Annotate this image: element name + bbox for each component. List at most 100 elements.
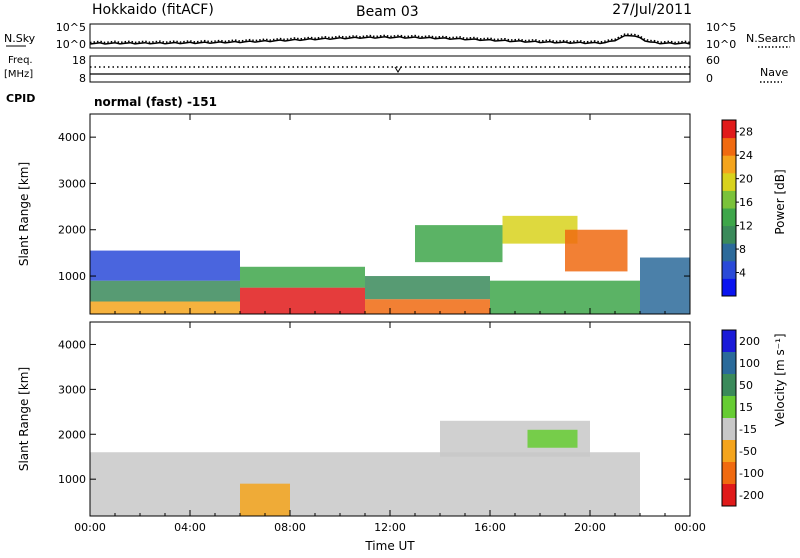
- power-colorbar-tick-label: 4: [739, 267, 746, 280]
- power-region: [415, 225, 503, 263]
- power-colorbar-segment: [722, 172, 736, 191]
- freq-label-line1: Freq.: [8, 55, 33, 66]
- velocity-region: [527, 429, 578, 448]
- power-x-axis: [89, 114, 691, 314]
- velocity-colorbar-segment: [722, 462, 736, 485]
- power-region: [240, 287, 365, 314]
- power-colorbar: 4 8 12 16 20 24 28: [721, 119, 753, 297]
- velocity-colorbar-segment: [722, 352, 736, 375]
- nave-tick-bottom: 0: [706, 72, 713, 85]
- velocity-ytick-label: 3000: [58, 383, 86, 396]
- power-region: [565, 229, 628, 272]
- velocity-cells: [90, 420, 640, 516]
- cpid-label: CPID: [6, 92, 35, 105]
- velocity-region: [240, 483, 290, 516]
- mode-text: normal (fast) -151: [94, 95, 217, 109]
- noise-tick-right-bottom: 10^0: [706, 38, 736, 51]
- power-region: [240, 266, 365, 288]
- velocity-x-axis: 00:00 04:00 08:00 12:00 16:00 20:00 00:00: [74, 322, 706, 534]
- power-colorbar-label: Power [dB]: [773, 169, 787, 234]
- velocity-colorbar-tick-label: -100: [739, 467, 764, 480]
- velocity-colorbar-tick-label: 200: [739, 335, 760, 348]
- power-region: [490, 280, 640, 314]
- power-colorbar-segment: [722, 243, 736, 262]
- power-colorbar-segment: [722, 137, 736, 156]
- noise-trace: [89, 33, 691, 45]
- freq-tick-top: 18: [72, 54, 86, 67]
- velocity-colorbar-tick-label: -15: [739, 423, 757, 436]
- velocity-colorbar-tick-label: 15: [739, 401, 753, 414]
- power-ytick-label: 1000: [58, 270, 86, 283]
- power-region: [90, 301, 240, 314]
- power-colorbar-segment: [722, 155, 736, 174]
- power-colorbar-tick-label: 28: [739, 126, 753, 139]
- velocity-colorbar-segment: [722, 418, 736, 441]
- velocity-ytick-label: 2000: [58, 428, 86, 441]
- x-tick-label: 00:00: [74, 521, 106, 534]
- velocity-colorbar-tick-label: 100: [739, 357, 760, 370]
- power-colorbar-tick-label: 24: [739, 149, 753, 162]
- power-ytick-label: 3000: [58, 177, 86, 190]
- power-colorbar-segment: [722, 208, 736, 227]
- freq-trace: [90, 66, 690, 75]
- velocity-colorbar-tick-label: -50: [739, 445, 757, 458]
- power-region: [640, 257, 690, 314]
- freq-tick-bottom: 8: [79, 72, 86, 85]
- power-colorbar-tick-label: 12: [739, 220, 753, 233]
- nave-label: Nave: [760, 66, 788, 79]
- power-region: [90, 250, 240, 281]
- noise-tick-left-top: 10^5: [56, 21, 86, 34]
- velocity-colorbar-segment: [722, 484, 736, 507]
- beam-title: Beam 03: [356, 4, 419, 20]
- x-tick-label: 20:00: [574, 521, 606, 534]
- velocity-colorbar-tick-label: -200: [739, 489, 764, 502]
- power-colorbar-segment: [722, 278, 736, 297]
- velocity-ytick-label: 1000: [58, 473, 86, 486]
- x-tick-label: 12:00: [374, 521, 406, 534]
- noise-tick-left-bottom: 10^0: [56, 38, 86, 51]
- power-colorbar-segment: [722, 120, 736, 139]
- power-colorbar-tick-label: 16: [739, 196, 753, 209]
- velocity-colorbar-tick-label: 50: [739, 379, 753, 392]
- x-tick-label: 00:00: [674, 521, 706, 534]
- nave-dip: [394, 66, 402, 73]
- power-region: [90, 280, 240, 302]
- nave-tick-top: 60: [706, 54, 720, 67]
- velocity-colorbar-segment: [722, 440, 736, 463]
- velocity-y-axis: 1000 2000 3000 4000: [58, 338, 690, 486]
- velocity-colorbar-frame: [721, 329, 737, 507]
- velocity-region: [90, 452, 640, 516]
- noise-panel-frame: [89, 23, 691, 49]
- x-tick-label: 16:00: [474, 521, 506, 534]
- nsky-label: N.Sky: [4, 32, 36, 45]
- power-colorbar-frame: [721, 119, 737, 297]
- velocity-ytick-label: 4000: [58, 338, 86, 351]
- x-axis-title: Time UT: [364, 539, 415, 553]
- noise-tick-right-top: 10^5: [706, 21, 736, 34]
- power-colorbar-segment: [722, 260, 736, 279]
- power-colorbar-segment: [722, 225, 736, 244]
- velocity-colorbar-segment: [722, 396, 736, 419]
- power-colorbar-segment: [722, 190, 736, 209]
- power-region: [365, 276, 490, 300]
- nsky-line: [89, 34, 691, 45]
- velocity-colorbar: 200 100 50 15 -15 -50 -100 -200: [721, 329, 764, 507]
- nsearch-label: N.Search: [746, 32, 796, 45]
- x-tick-label: 04:00: [174, 521, 206, 534]
- velocity-y-label: Slant Range [km]: [17, 367, 31, 471]
- velocity-colorbar-segment: [722, 374, 736, 397]
- power-colorbar-tick-label: 20: [739, 173, 753, 186]
- power-y-axis: 1000 2000 3000 4000: [58, 131, 690, 283]
- x-tick-label: 08:00: [274, 521, 306, 534]
- power-colorbar-tick-label: 8: [739, 243, 746, 256]
- velocity-colorbar-segment: [722, 330, 736, 353]
- freq-label-line2: [MHz]: [4, 69, 33, 80]
- velocity-colorbar-label: Velocity [m s⁻¹]: [773, 333, 787, 426]
- power-y-label: Slant Range [km]: [17, 162, 31, 266]
- power-cells: [90, 215, 690, 314]
- date-title: 27/Jul/2011: [612, 2, 692, 18]
- power-ytick-label: 4000: [58, 131, 86, 144]
- power-region: [365, 299, 490, 314]
